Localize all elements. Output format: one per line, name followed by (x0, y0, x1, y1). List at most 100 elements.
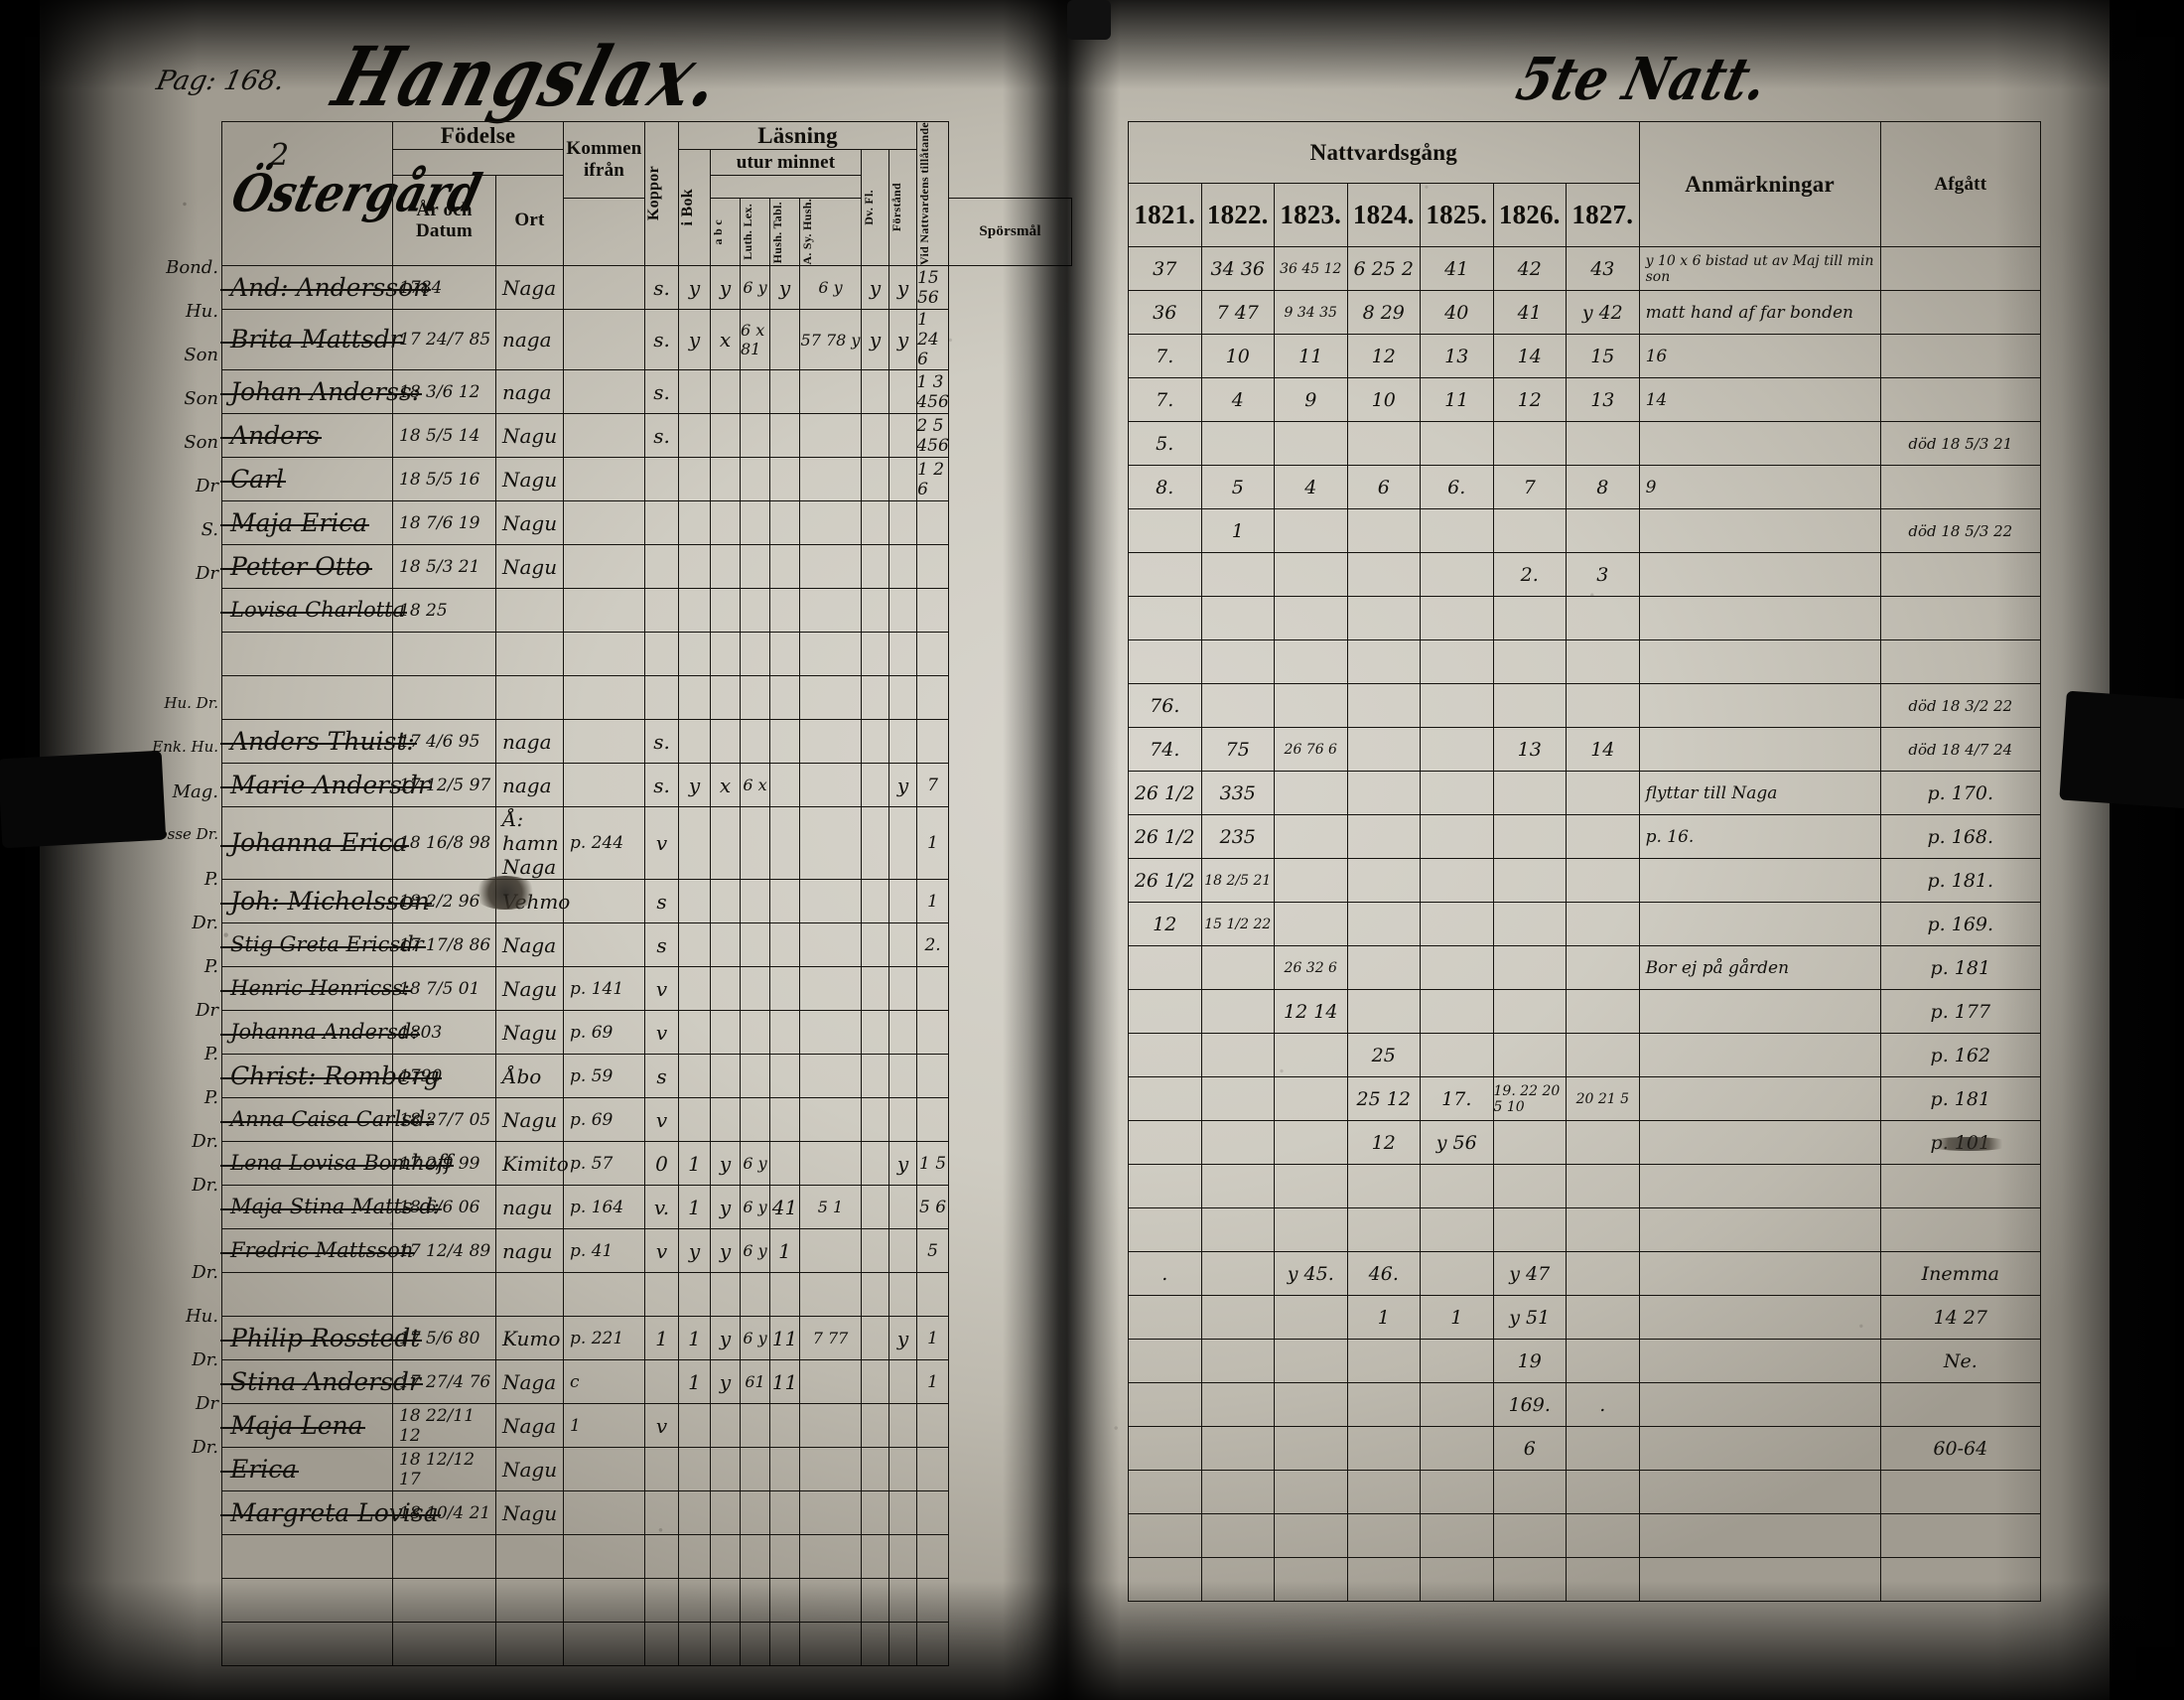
cell-place[interactable]: Kimito (495, 1141, 569, 1187)
cell-y1822[interactable]: 335 (1200, 771, 1275, 815)
cell-from[interactable]: c (563, 1359, 645, 1405)
cell-koppor[interactable] (644, 1359, 679, 1405)
cell-notes[interactable] (1638, 421, 1881, 466)
cell-forstand[interactable] (887, 1272, 918, 1318)
cell-y1823[interactable] (1274, 1382, 1348, 1427)
cell-y1827[interactable] (1566, 508, 1640, 553)
cell-y1821[interactable]: 26 1/2 (1128, 858, 1202, 903)
cell-y1823[interactable]: 12 14 (1274, 989, 1348, 1034)
cell-forstand[interactable] (887, 632, 918, 677)
cell-y1826[interactable]: 19. 22 20 5 10 (1492, 1076, 1567, 1121)
cell-from[interactable] (563, 632, 645, 677)
cell-y1826[interactable] (1492, 1120, 1567, 1165)
cell-luth[interactable] (710, 1490, 741, 1536)
cell-y1826[interactable]: 6 (1492, 1426, 1567, 1471)
cell-luth[interactable] (710, 544, 741, 590)
cell-y1821[interactable] (1128, 1382, 1202, 1427)
cell-year[interactable]: 18 7/5 01 (392, 966, 496, 1012)
cell-sporsmal[interactable] (799, 1228, 862, 1274)
cell-y1823[interactable]: 4 (1274, 465, 1348, 509)
cell-notes[interactable] (1638, 1382, 1881, 1427)
cell-y1827[interactable] (1566, 1470, 1640, 1514)
cell-year[interactable] (392, 632, 496, 677)
cell-y1821[interactable] (1128, 1426, 1202, 1471)
cell-koppor[interactable]: s. (644, 309, 679, 371)
cell-hush[interactable] (740, 806, 770, 881)
cell-natt[interactable] (916, 1054, 950, 1099)
table-row[interactable]: 169.. (1128, 1382, 2042, 1427)
cell-hush[interactable] (740, 1054, 770, 1099)
cell-asy[interactable] (769, 500, 800, 546)
cell-y1825[interactable]: 17. (1420, 1076, 1494, 1121)
cell-from[interactable]: p. 164 (563, 1185, 645, 1230)
table-row[interactable]: Philip Rosstedt 17 5/6 80 Kumo p. 221 1 1 y 6 y… (219, 1316, 1072, 1361)
cell-y1827[interactable] (1566, 421, 1640, 466)
table-row[interactable]: Lena Lovisa Bomhoff 17 2/9 99 Kimito p. 57 0… (219, 1141, 1072, 1187)
cell-natt[interactable]: 1 5 (916, 1141, 950, 1187)
cell-dvfl[interactable] (861, 1534, 889, 1580)
cell-abc[interactable] (678, 675, 711, 721)
cell-y1827[interactable]: 8 (1566, 465, 1640, 509)
table-row[interactable]: 1 död 18 5/3 22 (1128, 508, 2042, 553)
cell-abc[interactable] (678, 1447, 711, 1492)
cell-place[interactable] (495, 1534, 564, 1580)
table-row[interactable]: 26 1/2 18 2/5 21 p. 181. (1128, 858, 2042, 903)
cell-y1823[interactable] (1274, 683, 1348, 728)
cell-notes[interactable] (1638, 1426, 1881, 1471)
cell-sporsmal[interactable] (799, 413, 862, 459)
table-row[interactable]: 37 34 36 36 45 12 6 25 2 41 42 43 y 10 x 6 bist… (1128, 246, 2042, 291)
cell-sporsmal[interactable] (799, 1359, 862, 1405)
cell-y1822[interactable] (1200, 1426, 1275, 1471)
cell-y1827[interactable]: 13 (1566, 377, 1640, 422)
cell-natt[interactable] (916, 675, 950, 721)
cell-y1827[interactable] (1566, 1295, 1640, 1340)
cell-dvfl[interactable] (861, 879, 889, 924)
cell-from[interactable]: p. 59 (563, 1054, 645, 1099)
cell-luth[interactable]: y (710, 1359, 741, 1405)
cell-year[interactable]: 17 27/4 76 (392, 1359, 496, 1405)
cell-forstand[interactable] (887, 966, 918, 1012)
cell-from[interactable] (563, 763, 645, 808)
table-row[interactable]: Anders 18 5/5 14 Nagu s. 2 5 456 (220, 413, 1072, 459)
cell-y1823[interactable]: 26 76 6 (1274, 727, 1348, 772)
cell-koppor[interactable]: v (644, 966, 679, 1012)
cell-hush[interactable]: 6 y (740, 1228, 770, 1274)
cell-forstand[interactable] (887, 1447, 918, 1492)
cell-forstand[interactable] (887, 413, 918, 459)
cell-forstand[interactable]: y (887, 309, 918, 371)
cell-y1827[interactable] (1566, 1120, 1640, 1165)
cell-sporsmal[interactable] (799, 1141, 862, 1187)
cell-y1823[interactable]: 9 34 35 (1274, 290, 1348, 335)
table-row[interactable]: Maja Stina Matts d: 18 6/6 06 nagu p. 164 v.… (220, 1185, 1072, 1230)
cell-year[interactable]: 17 12/4 89 (392, 1228, 496, 1274)
cell-y1823[interactable]: 26 32 6 (1274, 945, 1348, 990)
cell-y1826[interactable] (1492, 814, 1567, 859)
cell-y1821[interactable]: 7. (1128, 377, 1202, 422)
cell-hush[interactable] (740, 1403, 770, 1449)
cell-from[interactable] (563, 1534, 645, 1580)
cell-hush[interactable] (740, 500, 770, 546)
cell-y1822[interactable]: 34 36 (1200, 246, 1275, 291)
cell-forstand[interactable] (887, 1054, 918, 1099)
cell-abc[interactable]: y (678, 1228, 711, 1274)
cell-hush[interactable] (740, 1490, 770, 1536)
cell-y1821[interactable]: 7. (1128, 334, 1202, 378)
table-row[interactable] (1128, 639, 2042, 684)
cell-abc[interactable] (678, 806, 711, 881)
cell-y1823[interactable] (1274, 421, 1348, 466)
cell-y1825[interactable]: 40 (1420, 290, 1494, 335)
cell-asy[interactable] (769, 1490, 800, 1536)
cell-dvfl[interactable] (861, 1359, 889, 1405)
cell-notes[interactable]: y 10 x 6 bistad ut av Maj till min son (1638, 246, 1881, 291)
cell-name[interactable]: And: Andersson (219, 265, 432, 311)
cell-koppor[interactable]: s. (644, 763, 679, 808)
table-row[interactable] (1128, 596, 2042, 640)
cell-natt[interactable] (916, 1447, 950, 1492)
cell-dvfl[interactable] (861, 369, 889, 415)
cell-y1823[interactable]: 9 (1274, 377, 1348, 422)
cell-name[interactable]: Philip Rosstedt (219, 1316, 423, 1361)
cell-koppor[interactable]: 0 (644, 1141, 679, 1187)
cell-y1821[interactable]: 26 1/2 (1128, 771, 1202, 815)
cell-dvfl[interactable] (861, 544, 889, 590)
cell-place[interactable]: naga (495, 763, 564, 808)
